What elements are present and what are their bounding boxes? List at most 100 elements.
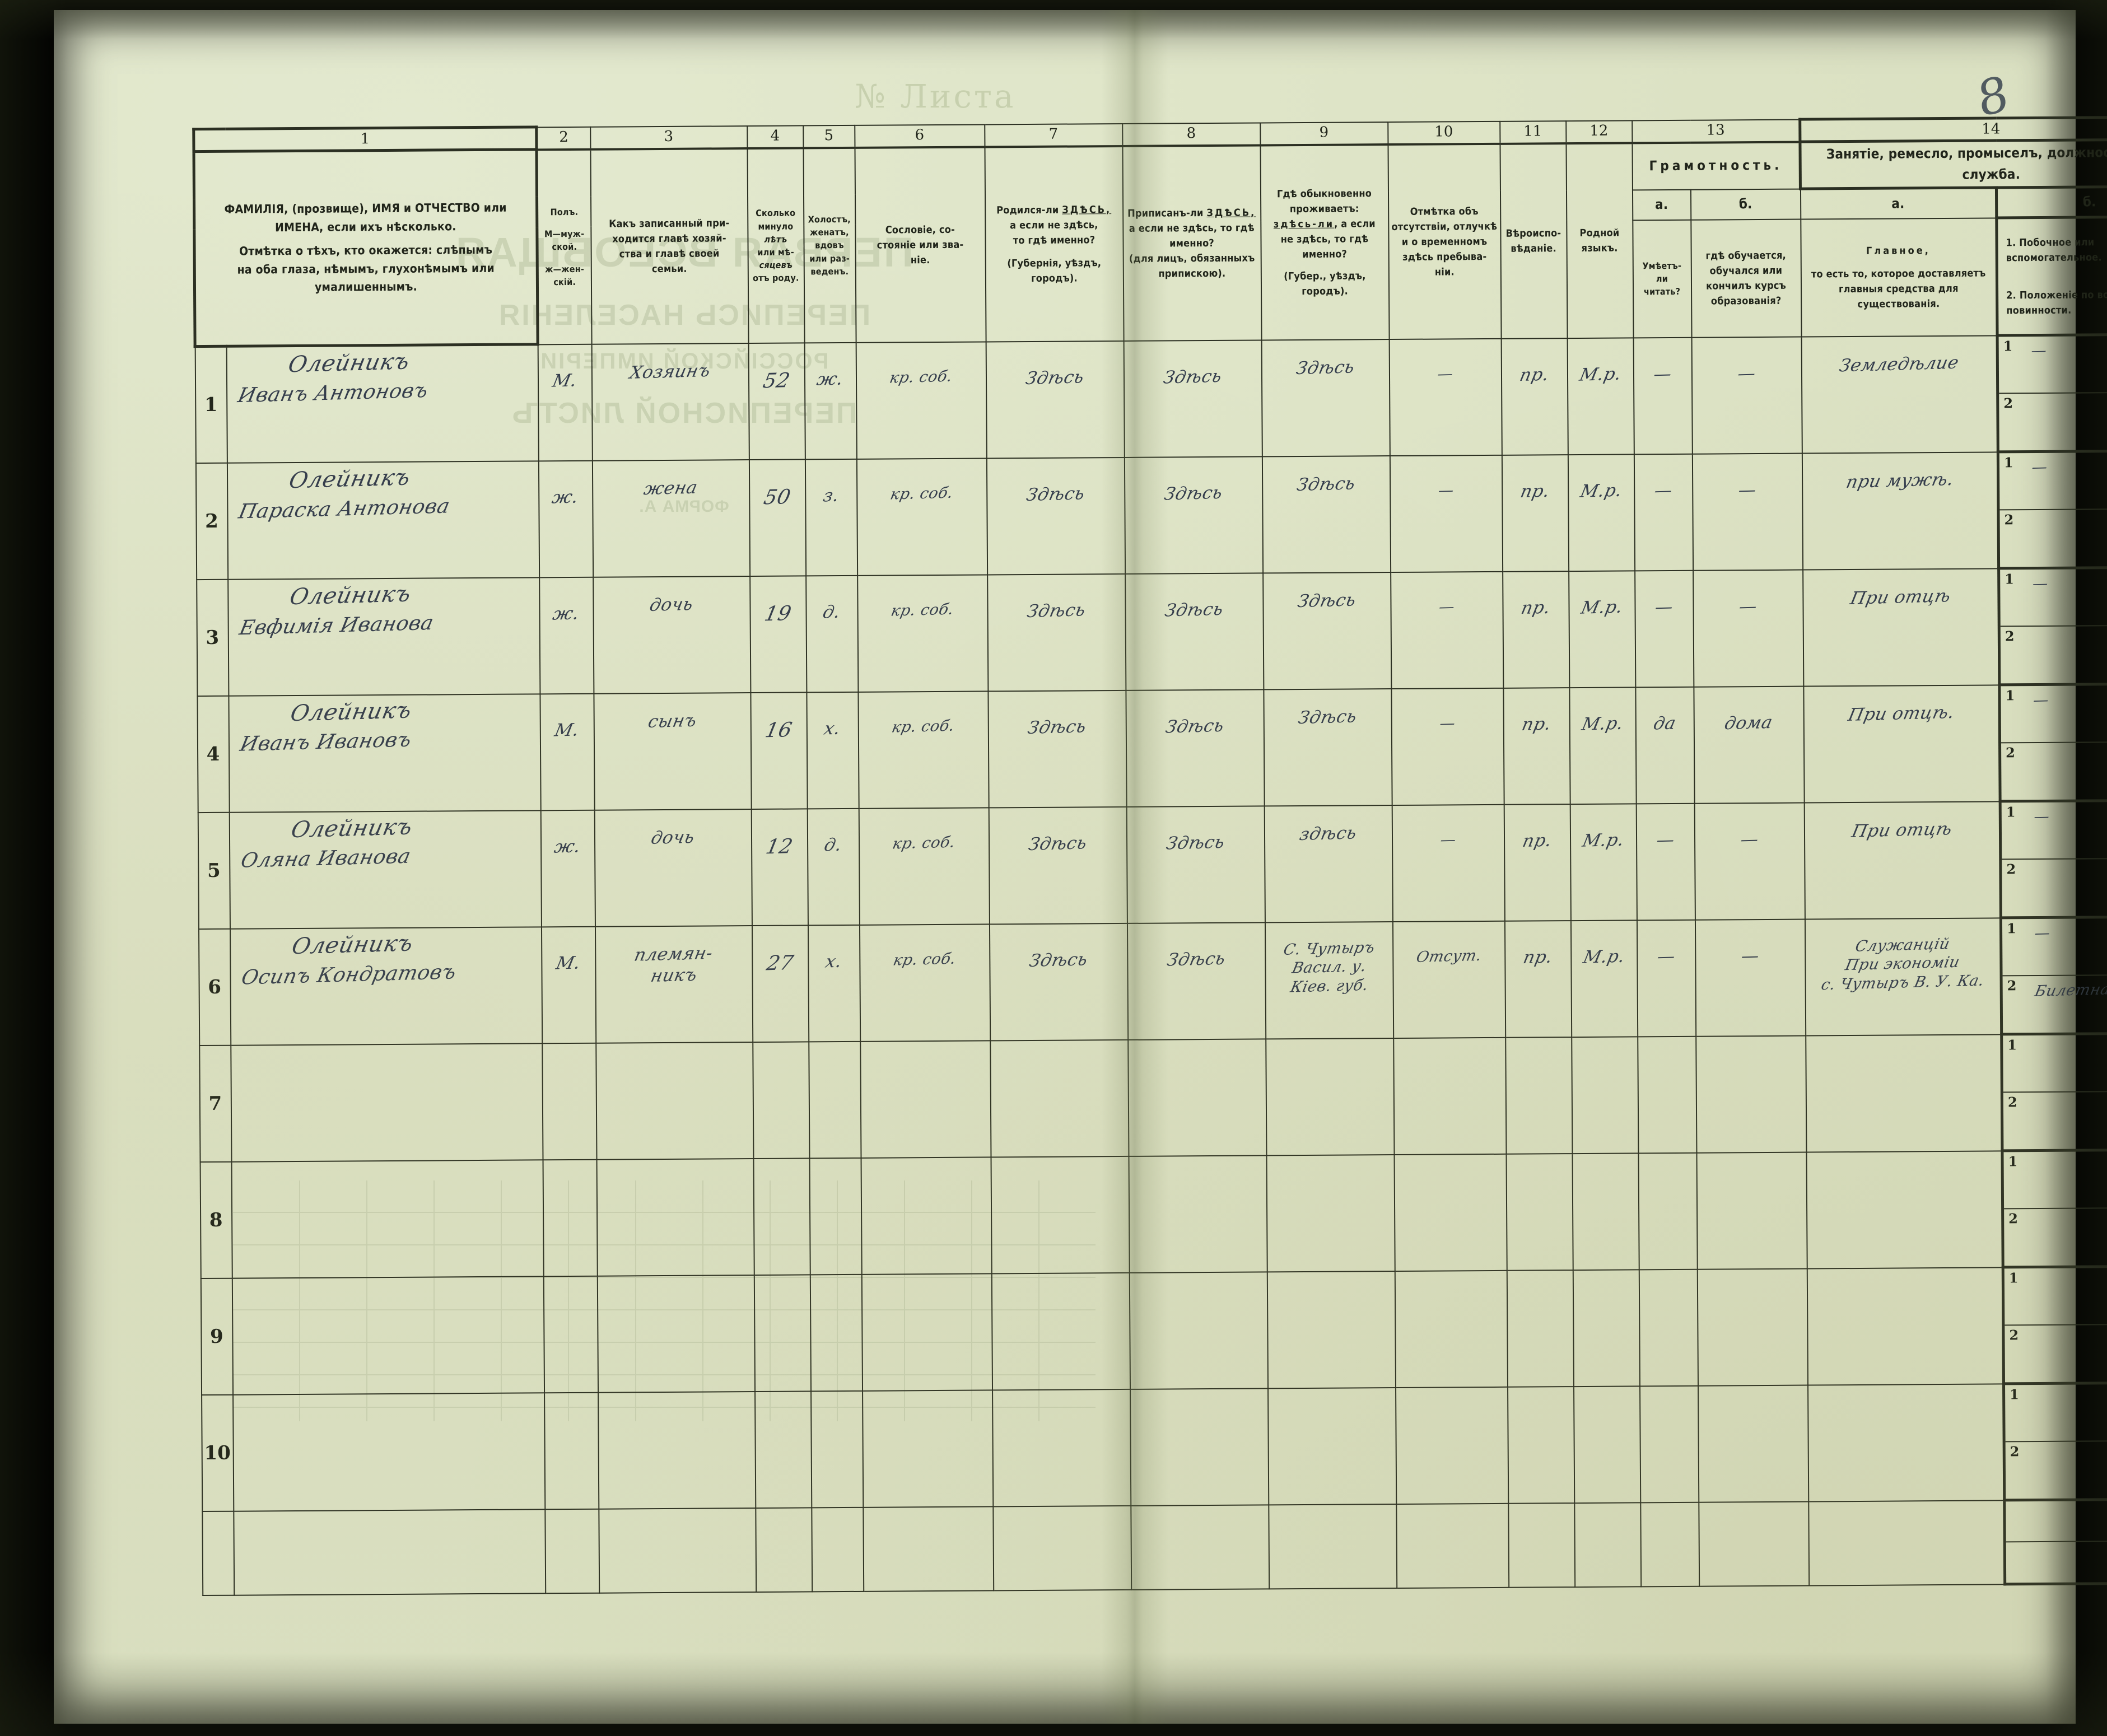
blank-cell[interactable]: [755, 1507, 812, 1592]
relation-cell[interactable]: дочь: [593, 576, 750, 694]
relation-cell[interactable]: Хозяинъ: [591, 343, 749, 461]
language-cell[interactable]: М.р.: [1568, 454, 1635, 571]
person-name-cell[interactable]: Олейникъ Иванъ Ивановъ: [228, 693, 541, 813]
estate-cell[interactable]: кр. соб.: [856, 341, 987, 459]
language-cell[interactable]: [1573, 1269, 1640, 1387]
sex-cell[interactable]: [543, 1276, 598, 1393]
age-cell[interactable]: [754, 1390, 812, 1508]
military-status-subcell[interactable]: 2: [2003, 1091, 2107, 1149]
marital-cell[interactable]: х.: [808, 925, 860, 1042]
occupation-side-military-cell[interactable]: 1—2: [1998, 450, 2107, 568]
estate-cell[interactable]: кр. соб.: [859, 923, 990, 1042]
relation-cell[interactable]: жена: [592, 459, 750, 577]
marital-cell[interactable]: д.: [807, 808, 860, 925]
occupation-side-subcell[interactable]: 1: [2003, 1151, 2107, 1209]
marital-cell[interactable]: ж.: [804, 342, 857, 459]
registered-here-cell[interactable]: [1129, 1271, 1268, 1389]
literacy-b-cell[interactable]: —: [1691, 337, 1802, 454]
estate-cell[interactable]: [862, 1389, 993, 1508]
military-status-subcell[interactable]: 2: [2001, 742, 2107, 800]
literacy-a-cell[interactable]: —: [1633, 337, 1693, 454]
occupation-side-subcell[interactable]: 1—: [2000, 568, 2107, 627]
estate-cell[interactable]: [861, 1273, 992, 1391]
blank-cell[interactable]: [863, 1506, 994, 1592]
age-cell[interactable]: [752, 1041, 810, 1159]
sex-cell[interactable]: ж.: [539, 577, 594, 694]
religion-cell[interactable]: [1507, 1386, 1574, 1504]
relation-cell[interactable]: дочь: [594, 809, 752, 927]
literacy-a-cell[interactable]: —: [1634, 454, 1693, 571]
blank-cell[interactable]: [1574, 1502, 1641, 1587]
born-here-cell[interactable]: [990, 1039, 1129, 1157]
age-cell[interactable]: [754, 1274, 811, 1392]
language-cell[interactable]: М.р.: [1570, 803, 1637, 921]
relation-cell[interactable]: племян-никъ: [595, 925, 753, 1043]
military-status-subcell[interactable]: 2: [2005, 1324, 2107, 1382]
religion-cell[interactable]: [1507, 1270, 1574, 1387]
registered-here-cell[interactable]: Здѣсь: [1127, 922, 1266, 1040]
occupation-main-cell[interactable]: [1805, 1034, 2002, 1152]
occupation-side-subcell[interactable]: 1: [2005, 1384, 2107, 1442]
occupation-main-cell[interactable]: При отцѣ: [1802, 568, 1999, 687]
age-cell[interactable]: 27: [752, 925, 809, 1042]
born-here-cell[interactable]: Здѣсь: [987, 573, 1126, 691]
absence-cell[interactable]: —: [1390, 571, 1503, 689]
absence-cell[interactable]: [1395, 1270, 1508, 1388]
age-cell[interactable]: [753, 1158, 810, 1275]
absence-cell[interactable]: Отсут.: [1392, 921, 1505, 1038]
occupation-side-subcell[interactable]: 1—: [2001, 685, 2107, 743]
person-name-cell[interactable]: [232, 1276, 544, 1395]
language-cell[interactable]: М.р.: [1567, 337, 1634, 455]
estate-cell[interactable]: кр. соб.: [856, 458, 987, 576]
born-here-cell[interactable]: [991, 1272, 1130, 1390]
occupation-main-cell[interactable]: При отцѣ: [1804, 801, 2001, 920]
born-here-cell[interactable]: [992, 1389, 1131, 1506]
sex-cell[interactable]: М.: [541, 926, 596, 1043]
military-status-subcell[interactable]: 2: [2001, 626, 2107, 683]
occupation-main-cell[interactable]: При отцѣ.: [1803, 684, 2001, 803]
blank-cell[interactable]: [992, 1505, 1131, 1590]
occupation-side-subcell[interactable]: 1: [2003, 1034, 2107, 1093]
residence-cell[interactable]: здѣсь: [1264, 805, 1393, 922]
person-name-cell[interactable]: Олейникъ Параска Антонова: [227, 460, 539, 580]
residence-cell[interactable]: Здѣсь: [1261, 339, 1390, 456]
table-row[interactable]: 10 1 2: [201, 1382, 2107, 1511]
residence-cell[interactable]: Здѣсь: [1262, 572, 1391, 689]
person-name-cell[interactable]: [232, 1392, 545, 1511]
military-status-subcell[interactable]: 2: [1999, 509, 2107, 567]
religion-cell[interactable]: пр.: [1504, 804, 1571, 921]
religion-cell[interactable]: пр.: [1502, 454, 1569, 572]
estate-cell[interactable]: кр. соб.: [857, 690, 989, 809]
occupation-main-cell[interactable]: [1807, 1267, 2004, 1385]
table-row[interactable]: 6 Олейникъ Осипъ Кондратовъ М. племян-никъ 27…: [198, 916, 2107, 1046]
blank-cell[interactable]: [811, 1507, 864, 1592]
born-here-cell[interactable]: [991, 1156, 1130, 1273]
person-name-cell[interactable]: [230, 1043, 543, 1162]
literacy-a-cell[interactable]: [1639, 1269, 1698, 1386]
literacy-b-cell[interactable]: [1697, 1268, 1808, 1386]
relation-cell[interactable]: [598, 1391, 756, 1509]
language-cell[interactable]: [1572, 1152, 1639, 1270]
relation-cell[interactable]: сынъ: [593, 692, 752, 810]
occupation-side-subcell[interactable]: 1—: [2002, 918, 2107, 976]
relation-cell[interactable]: [596, 1158, 754, 1276]
born-here-cell[interactable]: Здѣсь: [989, 806, 1127, 924]
table-row[interactable]: 5 Олейникъ Оляна Иванова ж. дочь 12 д. кр. соб.…: [198, 800, 2107, 929]
literacy-b-cell[interactable]: [1696, 1152, 1807, 1270]
occupation-side-subcell[interactable]: 1—: [1998, 335, 2107, 394]
person-name-cell[interactable]: Олейникъ Евфимія Иванова: [227, 577, 540, 696]
literacy-a-cell[interactable]: [1638, 1152, 1698, 1270]
marital-cell[interactable]: [808, 1041, 861, 1158]
blank-cell[interactable]: [1396, 1503, 1509, 1588]
literacy-b-cell[interactable]: —: [1695, 919, 1806, 1037]
absence-cell[interactable]: —: [1389, 338, 1502, 456]
literacy-b-cell[interactable]: —: [1692, 453, 1803, 571]
registered-here-cell[interactable]: [1129, 1155, 1267, 1273]
estate-cell[interactable]: [860, 1040, 991, 1158]
residence-cell[interactable]: С. Чутыръ Васил. у. Кіев. губ.: [1265, 921, 1393, 1039]
sex-cell[interactable]: [543, 1159, 598, 1276]
literacy-b-cell[interactable]: —: [1694, 802, 1805, 920]
